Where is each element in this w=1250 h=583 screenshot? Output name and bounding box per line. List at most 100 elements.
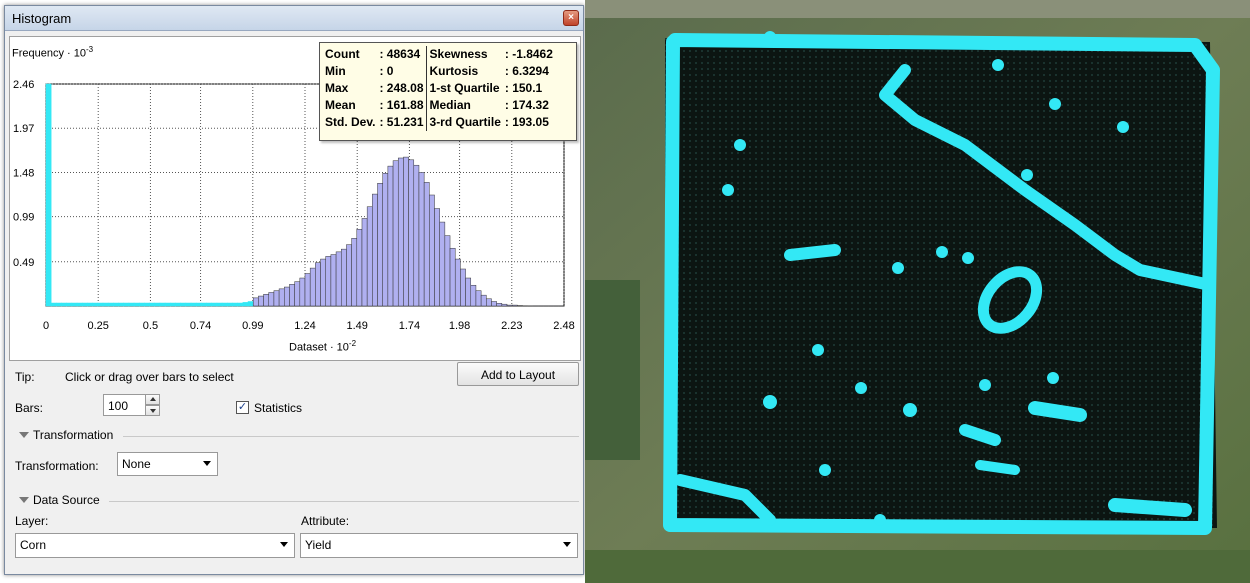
transformation-select[interactable]: None bbox=[117, 452, 218, 476]
histogram-bar bbox=[61, 302, 67, 307]
histogram-bar bbox=[361, 218, 368, 307]
pond-ring-points bbox=[977, 266, 1043, 334]
histogram-bar bbox=[413, 164, 420, 307]
layer-select[interactable]: Corn bbox=[15, 533, 295, 558]
histogram-bar bbox=[102, 302, 109, 307]
y-axis-label: Frequency · 10-3 bbox=[12, 45, 94, 60]
histogram-bar bbox=[154, 302, 161, 307]
stat-label: Kurtosis bbox=[425, 63, 503, 80]
attribute-label: Attribute: bbox=[301, 514, 350, 528]
y-tick-label: 2.46 bbox=[13, 79, 34, 91]
collapse-triangle-icon bbox=[19, 432, 29, 438]
histogram-bar bbox=[128, 302, 135, 307]
histogram-bar bbox=[149, 302, 156, 307]
histogram-bar bbox=[82, 302, 88, 307]
stat-label: 1-st Quartile bbox=[425, 80, 503, 97]
point-cluster bbox=[1028, 401, 1087, 422]
histogram-bar bbox=[190, 302, 197, 307]
histogram-bar bbox=[506, 304, 513, 307]
histogram-bar bbox=[392, 160, 399, 307]
stat-value: : 48634 bbox=[379, 47, 421, 61]
histogram-bar bbox=[107, 302, 114, 307]
histogram-bar bbox=[268, 292, 275, 307]
histogram-bar bbox=[475, 290, 482, 307]
histogram-bar bbox=[444, 235, 451, 307]
histogram-bar bbox=[159, 302, 166, 307]
add-to-layout-button[interactable]: Add to Layout bbox=[457, 362, 579, 386]
histogram-bar bbox=[66, 302, 73, 307]
histogram-bar bbox=[382, 173, 389, 307]
group-divider bbox=[123, 436, 579, 437]
histogram-bar bbox=[429, 194, 435, 307]
histogram-bar bbox=[289, 284, 295, 307]
bars-input[interactable]: 100 bbox=[103, 394, 146, 416]
stat-value: : 6.3294 bbox=[504, 64, 549, 78]
data-source-group-header[interactable]: Data Source bbox=[19, 493, 100, 507]
histogram-bar bbox=[164, 302, 171, 307]
histogram-bar bbox=[470, 284, 477, 307]
map-view[interactable] bbox=[585, 0, 1250, 583]
histogram-bar bbox=[216, 302, 223, 307]
histogram-bar bbox=[206, 302, 213, 307]
spin-down-icon[interactable] bbox=[145, 405, 160, 416]
histogram-plot-panel[interactable]: Frequency · 10-3 2.46 1.97 1.48 0.99 0.49 0 0.… bbox=[9, 36, 581, 361]
histogram-bar bbox=[341, 248, 347, 307]
histogram-bar bbox=[258, 295, 264, 307]
layer-select-value: Corn bbox=[20, 538, 47, 552]
stat-label: Mean bbox=[325, 98, 356, 112]
road bbox=[585, 0, 1250, 18]
histogram-bar bbox=[449, 247, 456, 307]
histogram-bar bbox=[237, 302, 244, 307]
transformation-group-header[interactable]: Transformation bbox=[19, 428, 113, 442]
stat-label: Count bbox=[325, 47, 360, 61]
statistics-checkbox[interactable]: ✓ bbox=[236, 401, 249, 414]
stat-label: Median bbox=[425, 97, 503, 114]
map-canvas[interactable] bbox=[585, 0, 1250, 583]
histogram-bar bbox=[320, 258, 326, 307]
histogram-bar bbox=[325, 256, 332, 307]
x-tick-label: 1.98 bbox=[449, 320, 470, 332]
window-title: Histogram bbox=[12, 11, 72, 26]
histogram-bar bbox=[403, 156, 409, 307]
stat-label: Min bbox=[325, 64, 346, 78]
histogram-bar bbox=[92, 302, 99, 307]
chevron-down-icon bbox=[203, 461, 211, 466]
stat-value: : 193.05 bbox=[504, 115, 549, 129]
close-icon[interactable]: × bbox=[563, 10, 579, 26]
histogram-bar bbox=[284, 286, 290, 307]
stat-label: 3-rd Quartile bbox=[425, 114, 503, 131]
histogram-bar bbox=[439, 221, 446, 307]
histogram-bar bbox=[460, 268, 466, 307]
title-bar[interactable]: Histogram × bbox=[5, 6, 583, 31]
collapse-triangle-icon bbox=[19, 497, 29, 503]
histogram-bar bbox=[180, 302, 187, 307]
histogram-bar bbox=[315, 262, 321, 307]
histogram-bar bbox=[252, 297, 259, 307]
tip-text: Click or drag over bars to select bbox=[65, 370, 234, 384]
histogram-bar bbox=[423, 182, 430, 307]
point-cluster bbox=[674, 474, 776, 526]
histogram-bar bbox=[201, 302, 207, 307]
y-tick-label: 1.48 bbox=[13, 167, 34, 179]
attribute-select[interactable]: Yield bbox=[300, 533, 578, 558]
histogram-bar bbox=[263, 294, 269, 307]
spin-up-icon[interactable] bbox=[145, 394, 160, 405]
histogram-bar bbox=[87, 302, 93, 307]
x-tick-label: 1.74 bbox=[399, 320, 420, 332]
histogram-bar bbox=[335, 251, 342, 307]
histogram-bar bbox=[486, 298, 492, 307]
y-tick-label: 0.49 bbox=[13, 257, 34, 269]
histogram-bar bbox=[330, 254, 337, 307]
histogram-bar bbox=[366, 206, 373, 307]
x-tick-label: 0 bbox=[43, 320, 49, 332]
histogram-bar bbox=[175, 302, 181, 307]
x-tick-label: 2.48 bbox=[553, 320, 574, 332]
histogram-bar bbox=[118, 302, 124, 307]
point-cluster bbox=[959, 424, 1001, 446]
histogram-bar bbox=[232, 302, 238, 307]
histogram-bar bbox=[346, 244, 352, 307]
attribute-select-value: Yield bbox=[305, 538, 332, 552]
histogram-bar bbox=[273, 290, 280, 307]
x-tick-label: 1.49 bbox=[347, 320, 368, 332]
point-cluster bbox=[975, 460, 1020, 475]
